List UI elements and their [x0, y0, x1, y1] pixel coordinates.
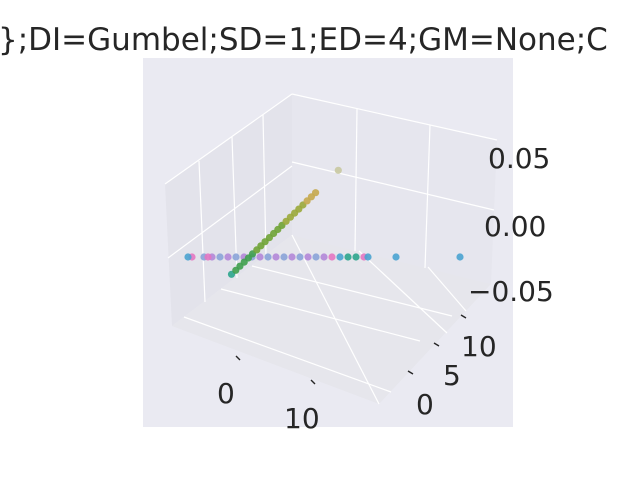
y-tick-5: 5 [443, 359, 461, 392]
x-tick-0: 0 [217, 377, 235, 410]
data-point [272, 253, 280, 261]
pane-left [165, 94, 292, 326]
grid-line [427, 266, 467, 312]
grid-line [164, 93, 293, 185]
grid-line [262, 114, 267, 257]
grid-lines [164, 93, 498, 405]
chart-title: };DI=Gumbel;SD=1;ED=4;GM=None;C [0, 22, 608, 58]
data-point [288, 253, 296, 261]
axis-tick-marks [235, 314, 467, 385]
data-point [364, 253, 372, 261]
data-point [352, 253, 360, 261]
grid-line [183, 316, 392, 393]
data-point [204, 253, 212, 261]
data-point [184, 253, 192, 261]
data-point [328, 253, 336, 261]
z-tick-0.05: 0.05 [488, 142, 550, 175]
axis-tick [407, 370, 414, 375]
axis-tick [433, 342, 440, 347]
grid-line [291, 161, 495, 211]
data-point [320, 253, 328, 261]
data-point [256, 253, 264, 261]
grid-line [167, 165, 293, 259]
data-point [312, 253, 320, 261]
data-points [184, 166, 464, 278]
grid-line [354, 108, 358, 252]
grid-line [198, 160, 206, 303]
axis-tick [310, 379, 316, 385]
data-point [312, 189, 320, 197]
data-point [344, 253, 352, 261]
grid-line [251, 265, 453, 317]
data-point [336, 253, 344, 261]
data-point [280, 253, 288, 261]
data-point [304, 253, 312, 261]
axis-tick [460, 314, 467, 319]
data-point [296, 253, 304, 261]
grid-line [358, 250, 448, 334]
grid-line [291, 93, 498, 141]
z-tick-minus-0.05: −0.05 [468, 275, 554, 308]
data-point [456, 253, 464, 261]
grid-line [424, 124, 431, 269]
data-point [224, 253, 232, 261]
data-point [264, 253, 272, 261]
y-tick-0: 0 [416, 388, 434, 421]
z-tick-0.00: 0.00 [484, 210, 546, 243]
pane-back [292, 94, 497, 284]
pane-floor [172, 235, 491, 404]
data-point [334, 166, 342, 174]
y-tick-10: 10 [461, 330, 497, 363]
data-point [392, 253, 400, 261]
x-tick-10: 10 [284, 402, 320, 435]
data-point [232, 253, 240, 261]
grid-line [220, 288, 421, 342]
axis-tick [235, 355, 241, 361]
data-point [216, 253, 224, 261]
